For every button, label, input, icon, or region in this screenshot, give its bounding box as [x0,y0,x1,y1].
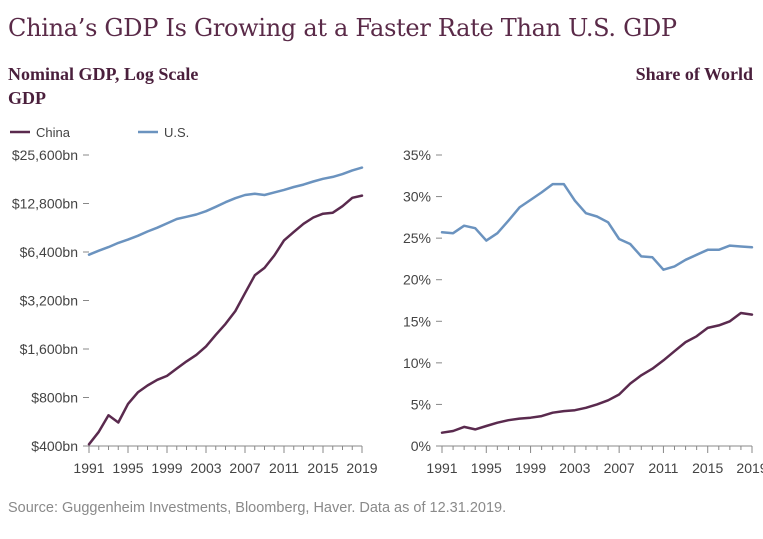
left-chart-subtitle: GDP [8,88,46,108]
legend-label-us: U.S. [164,125,189,140]
right-series-china [440,311,754,434]
left-series-us [87,166,364,256]
right-series-us [440,182,754,271]
left-ytick-label: $12,800bn [12,196,78,212]
right-xtick-label: 2019 [736,460,763,476]
chart-title: China’s GDP Is Growing at a Faster Rate … [8,14,677,42]
left-xtick-label: 1999 [151,460,182,476]
left-xtick-label: 2007 [229,460,260,476]
left-xtick-label: 2015 [307,460,338,476]
legend-label-china: China [36,125,71,140]
left-ytick-label: $6,400bn [20,244,78,260]
right-xtick-label: 2011 [648,460,678,476]
left-ytick-label: $1,600bn [20,341,78,357]
right-ytick-label: 0% [411,438,431,454]
right-xtick-label: 1991 [426,460,457,476]
right-xtick-label: 1995 [471,460,502,476]
right-xtick-label: 1999 [515,460,546,476]
right-chart-title: Share of World [635,64,753,84]
left-series-china [87,194,364,446]
left-ytick-label: $25,600bn [12,147,78,163]
left-ytick-label: $400bn [31,438,78,454]
right-xtick-label: 2003 [559,460,590,476]
right-ytick-label: 30% [403,189,431,205]
right-ytick-label: 10% [403,355,431,371]
left-chart-title: Nominal GDP, Log Scale [8,64,199,84]
right-ytick-label: 20% [403,272,431,288]
right-xtick-label: 2007 [604,460,635,476]
left-ytick-label: $3,200bn [20,293,78,309]
right-ytick-label: 5% [411,396,431,412]
left-xtick-label: 2003 [190,460,221,476]
left-xtick-label: 1995 [112,460,143,476]
left-xtick-label: 2019 [346,460,377,476]
right-ytick-label: 25% [403,230,431,246]
right-ytick-label: 35% [403,147,431,163]
left-ytick-label: $800bn [31,390,78,406]
source-note: Source: Guggenheim Investments, Bloomber… [8,500,507,516]
right-ytick-label: 15% [403,313,431,329]
left-xtick-label: 1991 [73,460,104,476]
right-xtick-label: 2015 [692,460,723,476]
left-xtick-label: 2011 [269,460,299,476]
